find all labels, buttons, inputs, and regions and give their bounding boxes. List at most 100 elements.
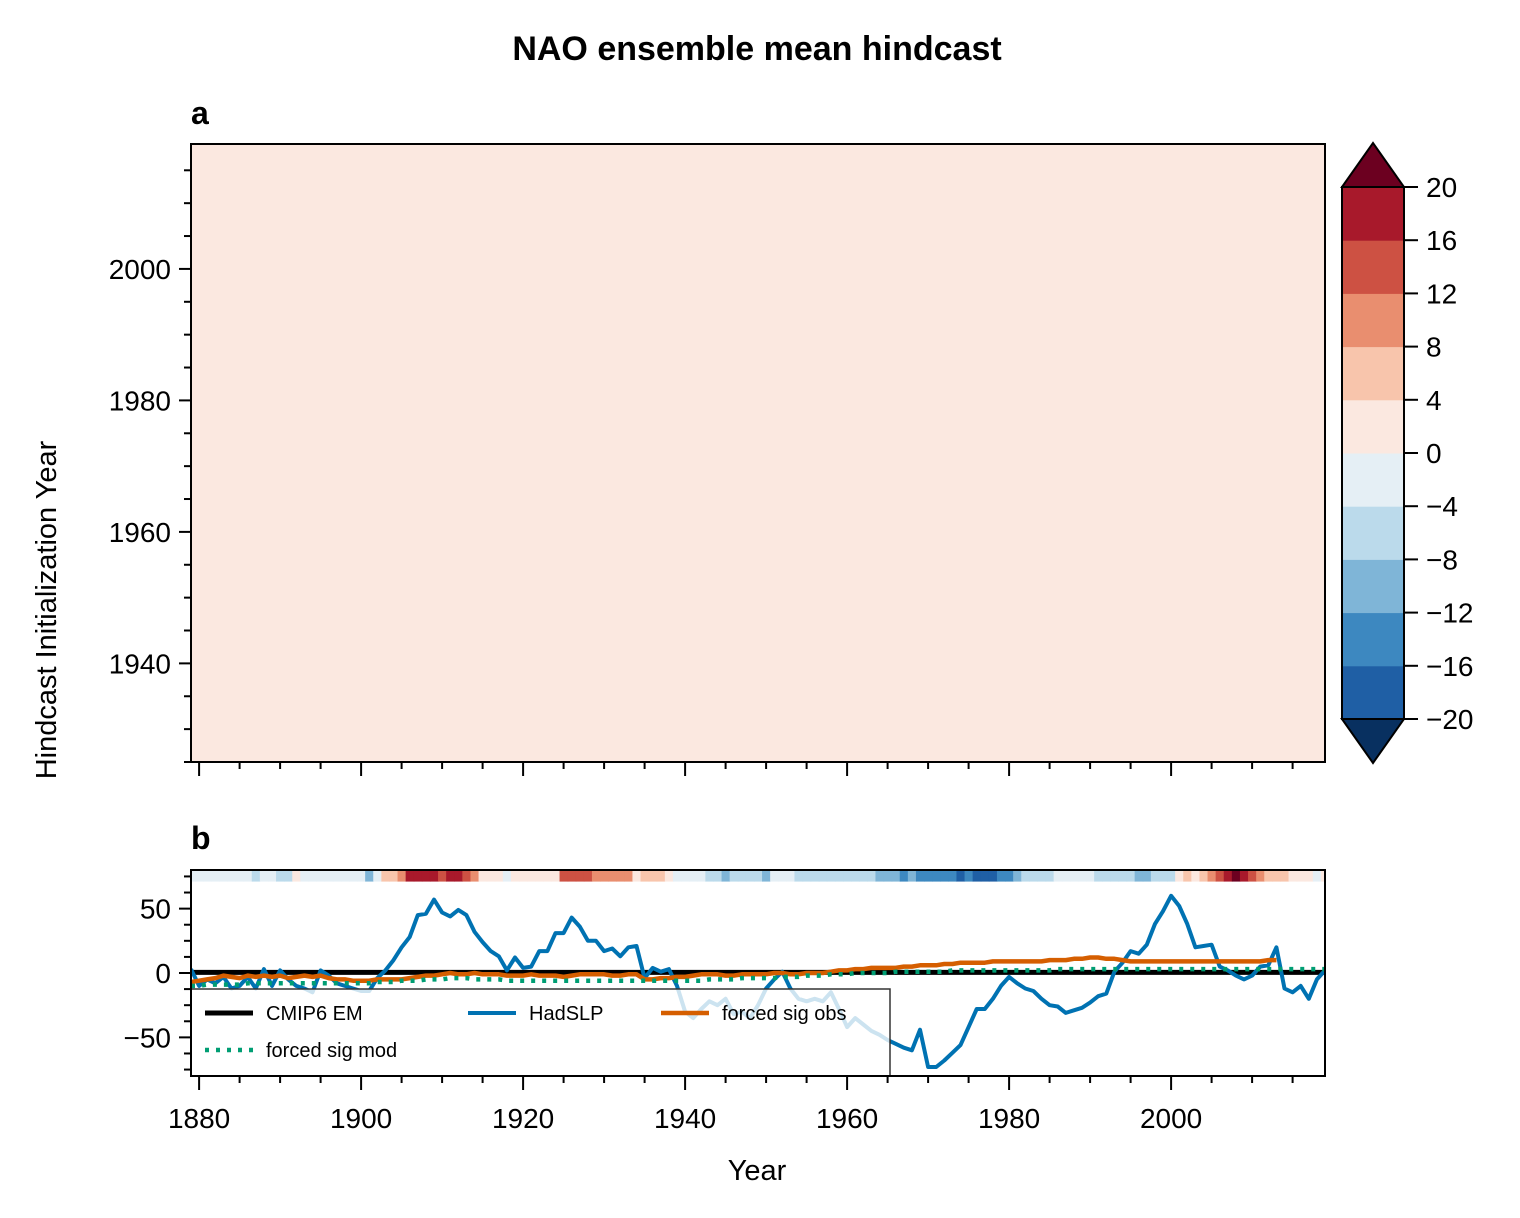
color-strip-cell xyxy=(972,870,982,882)
color-strip-cell xyxy=(292,870,301,882)
color-strip-cell xyxy=(551,870,561,882)
colorbar-tick-label: −8 xyxy=(1426,544,1458,575)
panel-a: 1940 1960 1980 2000 xyxy=(109,143,1326,776)
color-strip-cell xyxy=(1077,870,1087,882)
color-strip-cell xyxy=(357,870,366,882)
color-strip-cell xyxy=(348,870,358,882)
color-strip-cell xyxy=(1086,870,1095,882)
legend-label: HadSLP xyxy=(529,1003,604,1025)
color-strip-cell xyxy=(1037,870,1047,882)
color-strip-cell xyxy=(770,870,779,882)
color-strip-cell xyxy=(1272,870,1282,882)
x-tick-label: 1920 xyxy=(492,1103,554,1134)
color-strip-cell xyxy=(600,870,609,882)
color-strip-cell xyxy=(616,870,625,882)
color-strip-cell xyxy=(867,870,877,882)
color-strip-cell xyxy=(583,870,593,882)
color-strip-cell xyxy=(1207,870,1217,882)
color-strip-cell xyxy=(1005,870,1014,882)
color-strip-cell xyxy=(818,870,828,882)
color-strip-cell xyxy=(259,870,269,882)
color-strip-cell xyxy=(324,870,334,882)
color-strip-cell xyxy=(397,870,407,882)
color-strip-cell xyxy=(446,870,455,882)
color-strip-cell xyxy=(300,870,310,882)
color-strip-cell xyxy=(567,870,577,882)
color-strip-cell xyxy=(1158,870,1168,882)
colorbar-tick-label: −4 xyxy=(1426,491,1458,522)
y-tick-label: −50 xyxy=(124,1022,172,1053)
colorbar-tick-label: 4 xyxy=(1426,385,1442,416)
color-strip-cell xyxy=(1296,870,1306,882)
color-strip-cell xyxy=(883,870,893,882)
color-strip-cell xyxy=(284,870,293,882)
color-strip-cell xyxy=(713,870,723,882)
color-strip-cell xyxy=(1378,870,1387,882)
colorbar-segment xyxy=(1342,293,1404,348)
colorbar-tick-label: −20 xyxy=(1426,704,1474,735)
color-strip-cell xyxy=(316,870,326,882)
color-strip-cell xyxy=(689,870,698,882)
color-strip-cell xyxy=(1183,870,1192,882)
colorbar-segment xyxy=(1342,399,1404,454)
color-strip-cell xyxy=(940,870,949,882)
color-strip-cell xyxy=(640,870,650,882)
color-strip-cell xyxy=(1264,870,1273,882)
color-strip-cell xyxy=(729,870,739,882)
panel-a-frame xyxy=(190,143,1326,763)
color-strip-cell xyxy=(996,870,1006,882)
color-strip-cell xyxy=(826,870,836,882)
panel-a-label: a xyxy=(191,95,209,131)
color-strip-cell xyxy=(1061,870,1071,882)
colorbar: −20 −16 −12 −8 −4 0 4 8 12 16 20 xyxy=(1340,141,1474,765)
color-strip-cell xyxy=(843,870,852,882)
color-strip-cell xyxy=(502,870,512,882)
color-strip-cell xyxy=(1248,870,1257,882)
color-strip-cell xyxy=(1053,870,1063,882)
colorbar-segment xyxy=(1342,346,1404,401)
color-strip-cell xyxy=(535,870,544,882)
color-strip-cell xyxy=(1345,870,1354,882)
color-strip-cell xyxy=(365,870,374,882)
color-strip-cell xyxy=(559,870,569,882)
color-strip-cell xyxy=(980,870,990,882)
color-strip-cell xyxy=(907,870,917,882)
color-strip-cell xyxy=(899,870,909,882)
color-strip-cell xyxy=(1410,870,1419,882)
heatmap-field xyxy=(191,144,1325,762)
color-strip-cell xyxy=(276,870,285,882)
color-strip-cell xyxy=(1304,870,1314,882)
color-strip-cell xyxy=(1029,870,1039,882)
color-strip-cell xyxy=(1418,870,1427,882)
colorbar-segment xyxy=(1342,612,1404,667)
color-strip-cell xyxy=(429,870,439,882)
color-strip-cell xyxy=(510,870,520,882)
color-strip-cell xyxy=(1150,870,1160,882)
color-strip-cell xyxy=(1134,870,1144,882)
colorbar-segment xyxy=(1342,453,1404,507)
x-tick-label: 1900 xyxy=(330,1103,392,1134)
color-strip-cell xyxy=(915,870,925,882)
color-strip-cell xyxy=(1167,870,1176,882)
color-strip-cell xyxy=(1329,870,1338,882)
color-strip-cell xyxy=(1231,870,1241,882)
x-tick-label: 1940 xyxy=(654,1103,716,1134)
color-strip-cell xyxy=(527,870,536,882)
color-strip-cell xyxy=(664,870,674,882)
color-strip-cell xyxy=(227,870,237,882)
color-strip-cell xyxy=(405,870,415,882)
color-strip-cell xyxy=(1118,870,1128,882)
color-strip-cell xyxy=(373,870,382,882)
colorbar-tick-label: 8 xyxy=(1426,332,1442,363)
colorbar-tick-label: 12 xyxy=(1426,278,1457,309)
colorbar-segment xyxy=(1342,506,1404,560)
color-strip-cell xyxy=(1386,870,1395,882)
color-strip-cell xyxy=(1239,870,1249,882)
x-tick-label: 2000 xyxy=(1140,1103,1202,1134)
colorbar-segment xyxy=(1342,559,1404,614)
color-strip-cell xyxy=(332,870,342,882)
color-strip-cell xyxy=(1320,870,1325,882)
color-strip-cell xyxy=(988,870,998,882)
legend-label: CMIP6 EM xyxy=(266,1003,363,1025)
color-strip-cell xyxy=(891,870,901,882)
